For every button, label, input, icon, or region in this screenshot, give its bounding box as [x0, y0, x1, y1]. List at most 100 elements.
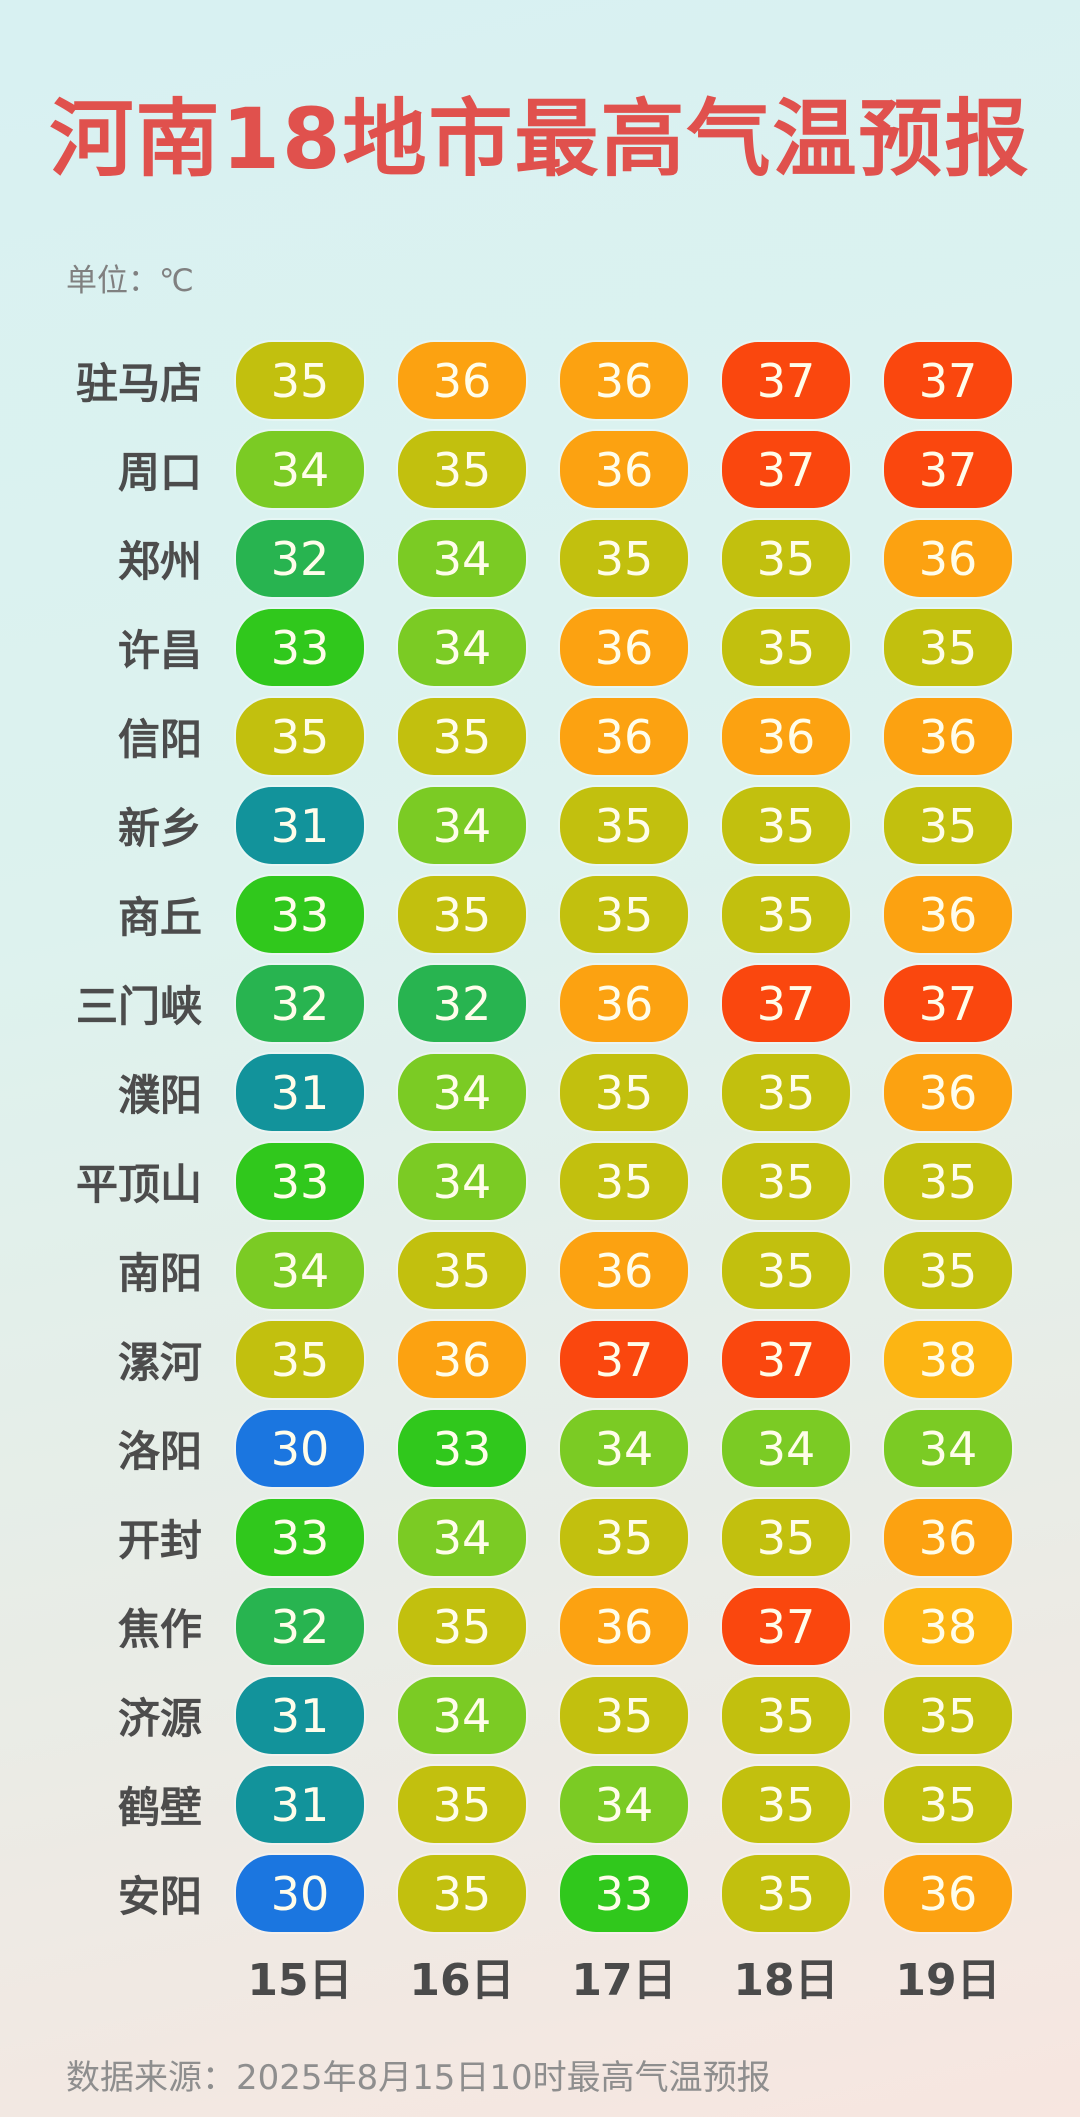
city-label: 漯河 — [117, 1338, 202, 1387]
temperature-cell: 35 — [722, 1766, 850, 1843]
temperature-cell: 35 — [884, 1143, 1012, 1220]
date-label: 16日 — [409, 1955, 515, 2006]
temperature-cell: 35 — [398, 876, 526, 953]
city-label: 平顶山 — [75, 1160, 202, 1209]
city-label: 济源 — [117, 1694, 202, 1743]
city-label: 三门峡 — [75, 982, 202, 1031]
temperature-cell: 36 — [560, 342, 688, 419]
temperature-cell: 33 — [236, 1143, 364, 1220]
temperature-cell: 36 — [722, 698, 850, 775]
city-label: 南阳 — [117, 1249, 202, 1298]
city-label: 焦作 — [117, 1605, 202, 1654]
city-label: 濮阳 — [117, 1071, 202, 1120]
temperature-cell: 31 — [236, 787, 364, 864]
temperature-cell: 31 — [236, 1766, 364, 1843]
temperature-cell: 35 — [722, 1499, 850, 1576]
temperature-cell: 35 — [398, 1766, 526, 1843]
city-label: 驻马店 — [75, 359, 202, 408]
date-axis: 15日 16日 17日 18日 19日 — [0, 1946, 1080, 2006]
temperature-cell: 33 — [236, 609, 364, 686]
temperature-cell: 34 — [398, 1143, 526, 1220]
temperature-cell: 37 — [722, 1321, 850, 1398]
temperature-cell: 32 — [236, 1588, 364, 1665]
date-label: 18日 — [733, 1955, 839, 2006]
temperature-cell: 36 — [560, 1588, 688, 1665]
temperature-cell: 37 — [884, 965, 1012, 1042]
date-label: 17日 — [571, 1955, 677, 2006]
temperature-cell: 35 — [560, 1677, 688, 1754]
table-row: 周口 34 35 36 37 37 — [0, 425, 1080, 514]
city-label: 安阳 — [117, 1872, 202, 1921]
temperature-cell: 34 — [398, 520, 526, 597]
city-label: 鹤壁 — [117, 1783, 202, 1832]
table-row: 洛阳 30 33 34 34 34 — [0, 1404, 1080, 1493]
temperature-cell: 32 — [236, 520, 364, 597]
temperature-cell: 36 — [884, 1054, 1012, 1131]
temperature-cell: 34 — [236, 1232, 364, 1309]
temperature-table: 驻马店 35 36 36 37 37 周口 34 35 36 37 37 郑州 32 34 35 35 36 许昌 3… — [0, 336, 1080, 1938]
temperature-cell: 35 — [722, 1232, 850, 1309]
temperature-cell: 35 — [560, 787, 688, 864]
table-row: 商丘 33 35 35 35 36 — [0, 870, 1080, 959]
city-label: 信阳 — [117, 715, 202, 764]
temperature-cell: 35 — [884, 1232, 1012, 1309]
table-row: 平顶山 33 34 35 35 35 — [0, 1137, 1080, 1226]
temperature-cell: 35 — [398, 431, 526, 508]
temperature-cell: 35 — [236, 342, 364, 419]
temperature-cell: 31 — [236, 1677, 364, 1754]
temperature-cell: 35 — [884, 1766, 1012, 1843]
table-row: 南阳 34 35 36 35 35 — [0, 1226, 1080, 1315]
temperature-cell: 34 — [398, 1499, 526, 1576]
temperature-cell: 35 — [884, 787, 1012, 864]
temperature-cell: 36 — [884, 520, 1012, 597]
temperature-cell: 35 — [722, 520, 850, 597]
temperature-cell: 35 — [236, 698, 364, 775]
temperature-cell: 35 — [722, 1143, 850, 1220]
temperature-cell: 30 — [236, 1855, 364, 1932]
table-row: 开封 33 34 35 35 36 — [0, 1493, 1080, 1582]
temperature-cell: 38 — [884, 1588, 1012, 1665]
table-row: 焦作 32 35 36 37 38 — [0, 1582, 1080, 1671]
city-label: 开封 — [117, 1516, 202, 1565]
temperature-cell: 34 — [398, 1054, 526, 1131]
temperature-cell: 36 — [398, 1321, 526, 1398]
temperature-cell: 38 — [884, 1321, 1012, 1398]
temperature-cell: 37 — [722, 965, 850, 1042]
table-row: 信阳 35 35 36 36 36 — [0, 692, 1080, 781]
unit-label: 单位：℃ — [66, 263, 194, 299]
temperature-cell: 35 — [722, 787, 850, 864]
temperature-cell: 36 — [884, 698, 1012, 775]
temperature-cell: 33 — [560, 1855, 688, 1932]
temperature-cell: 37 — [884, 342, 1012, 419]
table-row: 新乡 31 34 35 35 35 — [0, 781, 1080, 870]
temperature-cell: 36 — [560, 698, 688, 775]
temperature-cell: 37 — [884, 431, 1012, 508]
temperature-cell: 36 — [398, 342, 526, 419]
temperature-cell: 36 — [884, 876, 1012, 953]
city-label: 新乡 — [117, 804, 202, 853]
city-label: 洛阳 — [117, 1427, 202, 1476]
temperature-cell: 35 — [560, 1054, 688, 1131]
temperature-cell: 35 — [722, 609, 850, 686]
temperature-cell: 36 — [560, 609, 688, 686]
city-label: 郑州 — [117, 537, 202, 586]
temperature-cell: 35 — [236, 1321, 364, 1398]
temperature-cell: 34 — [560, 1766, 688, 1843]
temperature-cell: 34 — [398, 1677, 526, 1754]
temperature-cell: 34 — [884, 1410, 1012, 1487]
table-row: 鹤壁 31 35 34 35 35 — [0, 1760, 1080, 1849]
temperature-cell: 35 — [884, 609, 1012, 686]
temperature-cell: 36 — [884, 1855, 1012, 1932]
temperature-cell: 35 — [398, 1232, 526, 1309]
page-title: 河南18地市最高气温预报 — [49, 90, 1031, 188]
temperature-cell: 31 — [236, 1054, 364, 1131]
temperature-cell: 33 — [236, 1499, 364, 1576]
temperature-cell: 32 — [236, 965, 364, 1042]
temperature-cell: 34 — [722, 1410, 850, 1487]
city-label: 商丘 — [117, 893, 202, 942]
temperature-cell: 33 — [398, 1410, 526, 1487]
table-row: 许昌 33 34 36 35 35 — [0, 603, 1080, 692]
temperature-cell: 35 — [560, 1499, 688, 1576]
temperature-cell: 35 — [398, 1855, 526, 1932]
